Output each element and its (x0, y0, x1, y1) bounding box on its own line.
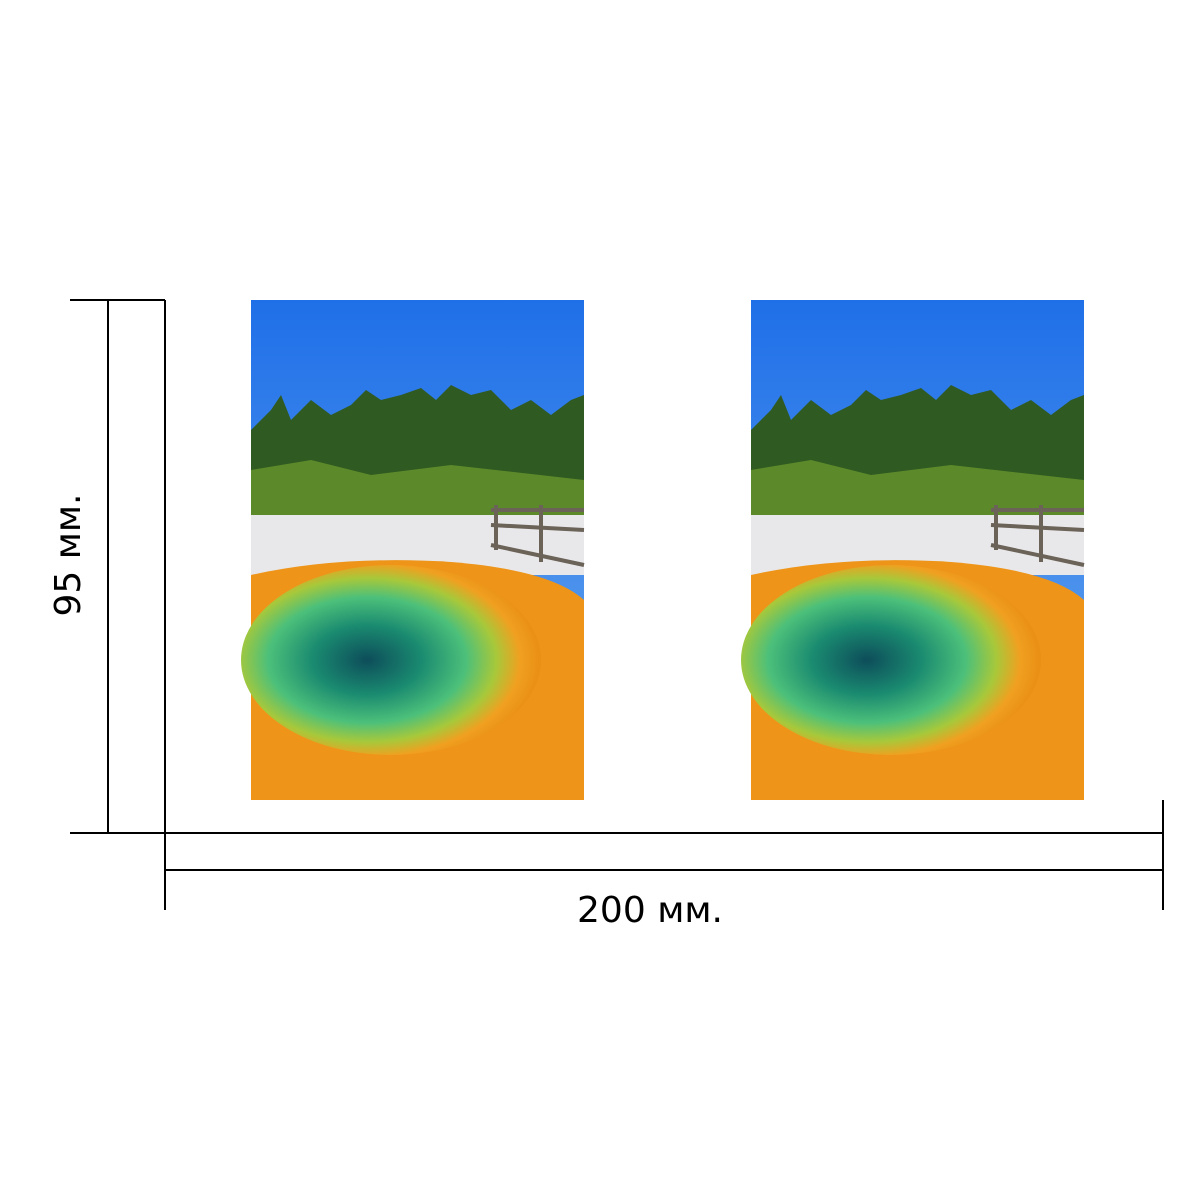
product-photo (739, 298, 1086, 802)
height-label: 95 мм. (48, 493, 89, 616)
width-label: 200 мм. (577, 890, 723, 931)
height-dimension: 95 мм. (48, 299, 166, 834)
product-photo (239, 298, 586, 802)
width-dimension: 200 мм. (164, 800, 1164, 931)
